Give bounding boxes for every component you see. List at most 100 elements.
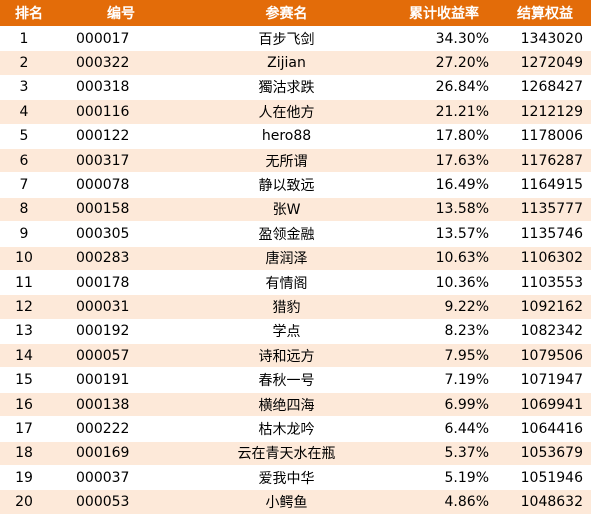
cell-name: 唐润泽 <box>184 246 389 271</box>
cell-return: 21.21% <box>389 99 499 125</box>
cell-return: 7.95% <box>389 343 499 369</box>
cell-return: 16.49% <box>389 172 499 198</box>
cell-rank: 5 <box>0 124 58 149</box>
cell-code: 000057 <box>58 343 184 369</box>
cell-name: 猎豹 <box>184 294 389 320</box>
header-name: 参赛名 <box>184 0 389 27</box>
table-row: 6 000317 无所谓 17.63% 1176287 <box>0 148 591 174</box>
cell-equity: 1212129 <box>499 99 591 125</box>
cell-name: 静以致远 <box>184 172 389 198</box>
cell-code: 000031 <box>58 294 184 320</box>
table-row: 9 000305 盈领金融 13.57% 1135746 <box>0 221 591 247</box>
table-row: 14 000057 诗和远方 7.95% 1079506 <box>0 343 591 369</box>
cell-return: 17.80% <box>389 124 499 149</box>
cell-return: 5.37% <box>389 441 499 467</box>
cell-equity: 1079506 <box>499 343 591 369</box>
cell-code: 000158 <box>58 197 184 223</box>
cell-code: 000037 <box>58 465 184 491</box>
cell-name: hero88 <box>184 124 389 149</box>
cell-name: Zijian <box>184 50 389 76</box>
cell-equity: 1071947 <box>499 367 591 393</box>
cell-name: 云在青天水在瓶 <box>184 441 389 467</box>
cell-equity: 1268427 <box>499 75 591 101</box>
cell-name: 百步飞剑 <box>184 26 389 52</box>
cell-code: 000192 <box>58 319 184 345</box>
cell-equity: 1069941 <box>499 392 591 418</box>
cell-code: 000283 <box>58 246 184 271</box>
header-code: 编号 <box>58 0 184 27</box>
cell-equity: 1064416 <box>499 416 591 442</box>
table-row: 11 000178 有情阁 10.36% 1103553 <box>0 270 591 296</box>
cell-code: 000116 <box>58 99 184 125</box>
cell-name: 春秋一号 <box>184 367 389 393</box>
cell-equity: 1176287 <box>499 148 591 174</box>
header-return: 累计收益率 <box>389 0 499 27</box>
table-row: 19 000037 爱我中华 5.19% 1051946 <box>0 465 591 491</box>
table-row: 4 000116 人在他方 21.21% 1212129 <box>0 99 591 125</box>
cell-equity: 1092162 <box>499 294 591 320</box>
cell-code: 000169 <box>58 441 184 467</box>
cell-rank: 12 <box>0 294 58 320</box>
cell-rank: 15 <box>0 367 58 393</box>
cell-rank: 17 <box>0 416 58 442</box>
cell-rank: 14 <box>0 343 58 369</box>
cell-rank: 10 <box>0 246 58 271</box>
table-row: 7 000078 静以致远 16.49% 1164915 <box>0 172 591 198</box>
cell-return: 13.58% <box>389 197 499 223</box>
table-row: 15 000191 春秋一号 7.19% 1071947 <box>0 367 591 393</box>
cell-code: 000078 <box>58 172 184 198</box>
cell-return: 34.30% <box>389 26 499 52</box>
table-header: 排名 编号 参赛名 累计收益率 结算权益 <box>0 0 591 27</box>
cell-code: 000138 <box>58 392 184 418</box>
cell-return: 6.99% <box>389 392 499 418</box>
cell-rank: 18 <box>0 441 58 467</box>
cell-code: 000222 <box>58 416 184 442</box>
cell-code: 000322 <box>58 50 184 76</box>
cell-return: 6.44% <box>389 416 499 442</box>
cell-rank: 9 <box>0 221 58 247</box>
cell-return: 10.36% <box>389 270 499 296</box>
cell-rank: 2 <box>0 50 58 76</box>
cell-name: 横绝四海 <box>184 392 389 418</box>
cell-rank: 3 <box>0 75 58 101</box>
table-row: 8 000158 张W 13.58% 1135777 <box>0 197 591 223</box>
cell-rank: 7 <box>0 172 58 198</box>
header-equity: 结算权益 <box>499 0 591 27</box>
cell-return: 5.19% <box>389 465 499 491</box>
cell-equity: 1135746 <box>499 221 591 247</box>
cell-equity: 1106302 <box>499 246 591 271</box>
table-row: 18 000169 云在青天水在瓶 5.37% 1053679 <box>0 441 591 467</box>
table-row: 5 000122 hero88 17.80% 1178006 <box>0 124 591 149</box>
table-row: 3 000318 獨沽求跌 26.84% 1268427 <box>0 75 591 101</box>
cell-rank: 13 <box>0 319 58 345</box>
cell-name: 枯木龙吟 <box>184 416 389 442</box>
cell-equity: 1053679 <box>499 441 591 467</box>
cell-return: 7.19% <box>389 367 499 393</box>
cell-name: 獨沽求跌 <box>184 75 389 101</box>
header-rank: 排名 <box>0 0 58 27</box>
table-row: 10 000283 唐润泽 10.63% 1106302 <box>0 246 591 271</box>
table-row: 1 000017 百步飞剑 34.30% 1343020 <box>0 26 591 52</box>
cell-code: 000317 <box>58 148 184 174</box>
cell-return: 27.20% <box>389 50 499 76</box>
cell-equity: 1103553 <box>499 270 591 296</box>
table-row: 17 000222 枯木龙吟 6.44% 1064416 <box>0 416 591 442</box>
header-row: 排名 编号 参赛名 累计收益率 结算权益 <box>0 0 591 27</box>
cell-rank: 4 <box>0 99 58 125</box>
cell-equity: 1051946 <box>499 465 591 491</box>
table-row: 16 000138 横绝四海 6.99% 1069941 <box>0 392 591 418</box>
cell-return: 26.84% <box>389 75 499 101</box>
cell-name: 张W <box>184 197 389 223</box>
cell-code: 000191 <box>58 367 184 393</box>
cell-return: 13.57% <box>389 221 499 247</box>
cell-equity: 1178006 <box>499 124 591 149</box>
cell-equity: 1082342 <box>499 319 591 345</box>
cell-equity: 1343020 <box>499 26 591 52</box>
cell-equity: 1164915 <box>499 172 591 198</box>
cell-code: 000178 <box>58 270 184 296</box>
cell-code: 000122 <box>58 124 184 149</box>
table-row: 2 000322 Zijian 27.20% 1272049 <box>0 50 591 76</box>
table-row: 12 000031 猎豹 9.22% 1092162 <box>0 294 591 320</box>
cell-rank: 11 <box>0 270 58 296</box>
